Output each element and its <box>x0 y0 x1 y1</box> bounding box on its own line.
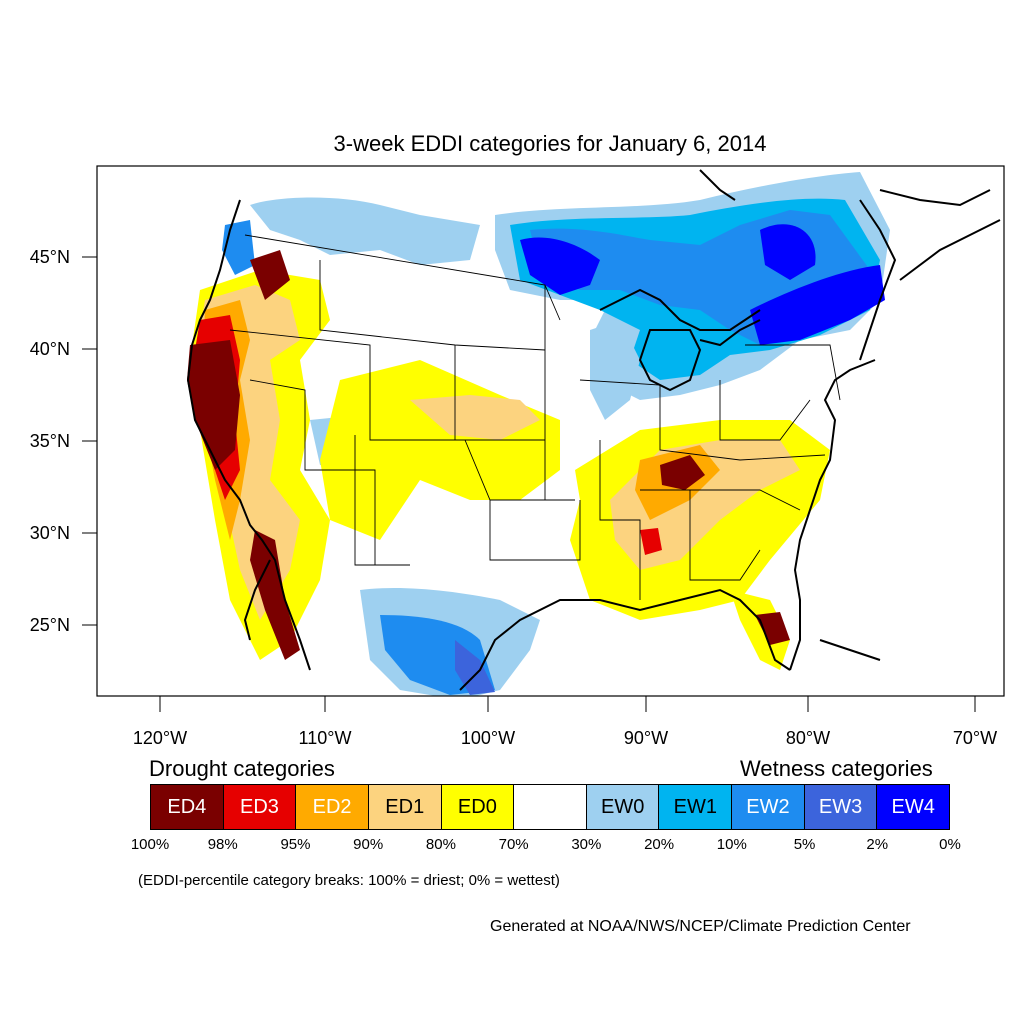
legend-break-label: 5% <box>793 836 816 853</box>
dry-region-wa-ed4 <box>250 250 290 300</box>
dry-region-florida-ed4 <box>755 612 790 645</box>
lon-label-70: 70°W <box>953 728 997 748</box>
dry-region-plains-ed0 <box>320 360 560 540</box>
longitude-ticks <box>159 696 976 712</box>
legend-cell-ew2: EW2 <box>732 785 805 829</box>
wet-region-ew4-c <box>750 265 885 345</box>
latitude-labels: 45°N 40°N 35°N 30°N 25°N <box>30 247 70 635</box>
legend-note: (EDDI-percentile category breaks: 100% =… <box>138 872 560 889</box>
legend-break-label: 2% <box>866 836 889 853</box>
dry-region-ms-ed3 <box>640 528 662 555</box>
coastlines <box>186 169 1001 691</box>
wet-region-ew4-a <box>520 237 600 295</box>
lon-label-120: 120°W <box>133 728 187 748</box>
legend-cell-ew4: EW4 <box>877 785 950 829</box>
lat-label-45: 45°N <box>30 247 70 267</box>
lon-label-90: 90°W <box>624 728 668 748</box>
map-title: 3-week EDDI categories for January 6, 20… <box>333 131 767 156</box>
wet-region-mich <box>590 320 640 420</box>
legend-break-label: 20% <box>644 836 675 853</box>
category-legend: ED4 ED3 ED2 ED1 ED0 EW0 EW1 EW2 EW3 EW4 <box>150 784 950 830</box>
wet-region-pnw <box>222 220 255 275</box>
state-boundaries <box>229 234 841 600</box>
legend-break-label: 95% <box>280 836 311 853</box>
lat-label-35: 35°N <box>30 431 70 451</box>
legend-break-label: 80% <box>425 836 456 853</box>
dry-region-florida-ed0 <box>730 590 790 670</box>
dry-region-plains-ed1 <box>410 395 540 440</box>
legend-break-label: 10% <box>716 836 747 853</box>
lon-label-100: 100°W <box>461 728 515 748</box>
longitude-labels: 120°W 110°W 100°W 90°W 80°W 70°W <box>133 728 997 748</box>
legend-break-label: 30% <box>571 836 602 853</box>
credit-line: Generated at NOAA/NWS/NCEP/Climate Predi… <box>490 918 911 935</box>
category-shading <box>187 172 890 696</box>
wet-region-west <box>250 197 480 265</box>
legend-cell-ew0: EW0 <box>586 785 660 829</box>
lat-label-25: 25°N <box>30 615 70 635</box>
lat-label-30: 30°N <box>30 523 70 543</box>
legend-cell-ew1: EW1 <box>659 785 733 829</box>
dry-region-tn-ed4 <box>660 455 705 490</box>
lon-label-110: 110°W <box>299 728 352 748</box>
legend-break-label: 0% <box>939 836 961 853</box>
map-frame-group <box>96 165 1005 697</box>
dry-region-baja-ed4 <box>250 530 300 660</box>
legend-cell-ed4: ED4 <box>151 785 224 829</box>
wet-region-texas-dark <box>455 640 495 695</box>
lat-label-40: 40°N <box>30 339 70 359</box>
legend-cell-neutral <box>514 785 587 829</box>
legend-cell-ed1: ED1 <box>368 785 442 829</box>
legend-break-label: 100% <box>130 836 170 853</box>
legend-cell-ew3: EW3 <box>804 785 878 829</box>
wet-region-ew4-b <box>760 224 816 280</box>
legend-cell-ed0: ED0 <box>441 785 515 829</box>
legend-break-label: 98% <box>207 836 238 853</box>
legend-break-label: 90% <box>353 836 384 853</box>
legend-cell-ed2: ED2 <box>296 785 369 829</box>
lon-label-80: 80°W <box>786 728 830 748</box>
drought-heading: Drought categories <box>149 756 335 781</box>
map-frame <box>96 165 1005 697</box>
dry-region-west-ed4 <box>187 340 240 470</box>
wetness-heading: Wetness categories <box>740 756 933 781</box>
legend-cell-ed3: ED3 <box>223 785 297 829</box>
legend-break-label: 70% <box>498 836 529 853</box>
latitude-ticks <box>82 256 97 626</box>
